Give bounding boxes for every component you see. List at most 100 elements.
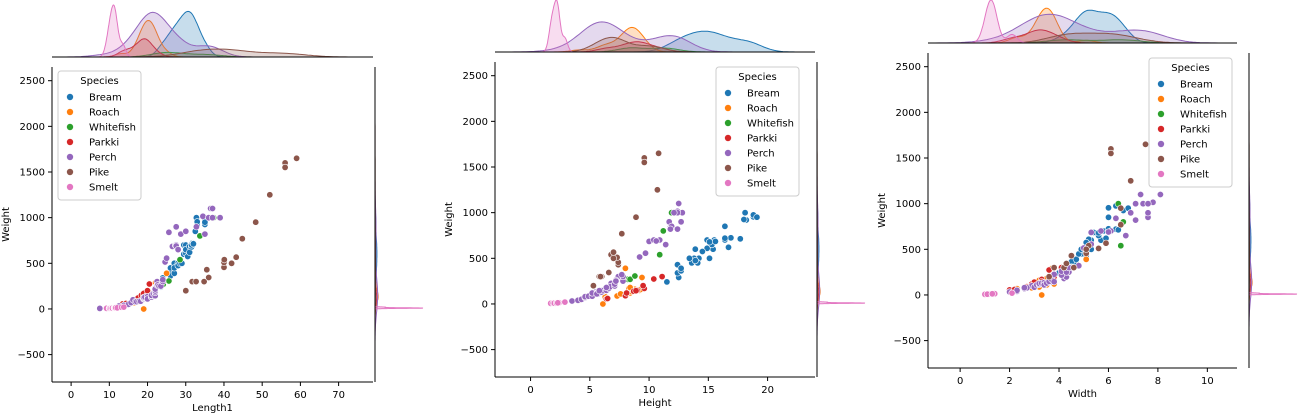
kde-top-whitefish (1000, 39, 1185, 44)
data-point (561, 298, 569, 306)
legend-marker-bream (1157, 80, 1165, 88)
legend-marker-perch (66, 153, 74, 161)
data-point (1142, 140, 1150, 148)
x-tick-label: 0 (957, 376, 963, 387)
kde-right-smelt (1248, 291, 1298, 296)
marginal-right (816, 62, 866, 377)
legend-marker-roach (1157, 95, 1165, 103)
data-point (618, 230, 626, 238)
data-point (176, 256, 184, 264)
x-tick-label: 6 (1105, 376, 1111, 387)
legend-title: Species (80, 76, 119, 87)
legend-marker-perch (1157, 140, 1165, 148)
data-point (1156, 191, 1164, 199)
data-point (293, 154, 301, 162)
legend-marker-smelt (66, 183, 74, 191)
kde-right-smelt (374, 305, 424, 310)
x-axis-label: Width (1068, 389, 1097, 400)
y-tick-label: 2500 (463, 71, 488, 82)
series-smelt (981, 289, 1016, 298)
data-point (691, 245, 699, 253)
data-point (165, 277, 173, 285)
data-point (1062, 259, 1070, 267)
series-parkki (602, 273, 666, 303)
data-point (631, 272, 639, 280)
legend-label-parkki: Parkki (747, 134, 777, 145)
legend: Species Bream Roach Whitefish Parkki Perch Pik… (1148, 57, 1233, 188)
legend-marker-bream (66, 93, 74, 101)
y-tick-label: 2000 (20, 122, 45, 133)
kde-top-smelt (969, 0, 1028, 44)
data-point (232, 253, 240, 261)
chart-panel-3: 0 2 4 6 8 10 −500 0 500 1000 1500 2000 2500 Width Weig… (877, 0, 1298, 400)
series-pike (589, 149, 663, 290)
data-point (1144, 209, 1152, 217)
data-point (721, 234, 729, 242)
legend-label-whitefish: Whitefish (89, 123, 136, 134)
data-point (1132, 216, 1140, 224)
data-point (658, 273, 666, 281)
legend-label-pike: Pike (1180, 155, 1200, 166)
data-point (209, 214, 217, 222)
data-point (596, 273, 604, 281)
data-point (1082, 245, 1090, 253)
x-tick-label: 10 (643, 385, 656, 396)
series-pike (1045, 140, 1150, 281)
x-axis-label: Length1 (192, 403, 233, 414)
data-point (120, 303, 128, 311)
data-point (653, 186, 661, 194)
data-point (201, 230, 209, 238)
x-tick-label: 10 (1201, 376, 1214, 387)
data-point (675, 200, 683, 208)
data-point (595, 287, 603, 295)
legend-label-pike: Pike (89, 168, 109, 179)
x-tick-label: 20 (141, 390, 154, 401)
data-point (677, 218, 685, 226)
data-point (1107, 149, 1115, 157)
joint-axes: 0 2 4 6 8 10 −500 0 500 1000 1500 2000 2500 Width Weig… (877, 53, 1237, 400)
x-tick-label: 50 (256, 390, 269, 401)
kde-top-pike (1000, 32, 1195, 44)
data-point (618, 271, 626, 279)
x-tick-label: 2 (1006, 376, 1012, 387)
data-point (228, 259, 236, 267)
data-point (677, 264, 685, 272)
kde-top-roach (991, 7, 1111, 44)
legend-label-bream: Bream (89, 93, 122, 104)
data-point (609, 254, 617, 262)
data-point (721, 222, 729, 230)
data-point (192, 278, 200, 286)
x-tick-label: 20 (761, 385, 774, 396)
data-point (698, 248, 706, 256)
legend-box (1148, 57, 1233, 188)
legend-label-parkki: Parkki (1180, 125, 1210, 136)
series-perch (551, 200, 686, 307)
data-point (220, 256, 228, 264)
data-point (724, 243, 732, 251)
data-point (636, 253, 644, 261)
x-tick-label: 30 (179, 390, 192, 401)
data-point (1112, 214, 1120, 222)
x-tick-label: 70 (332, 390, 345, 401)
data-point (1117, 204, 1125, 212)
data-point (159, 276, 167, 284)
chart-panel-2: 0 5 10 15 20 −500 0 500 1000 1500 2000 2500 Height We… (444, 0, 866, 409)
data-point (621, 264, 629, 272)
data-point (641, 249, 649, 257)
x-tick-label: 0 (68, 390, 74, 401)
data-point (740, 216, 748, 224)
data-point (174, 246, 182, 254)
data-point (753, 213, 761, 221)
y-tick-label: 500 (469, 254, 488, 265)
legend-label-whitefish: Whitefish (747, 119, 794, 130)
data-point (988, 290, 996, 298)
data-point (209, 205, 217, 213)
data-point (1070, 264, 1078, 272)
data-point (1020, 284, 1028, 292)
data-point (1144, 200, 1152, 208)
data-point (609, 248, 617, 256)
data-point (1105, 213, 1113, 221)
data-point (172, 223, 180, 231)
series-whitefish (624, 209, 676, 283)
